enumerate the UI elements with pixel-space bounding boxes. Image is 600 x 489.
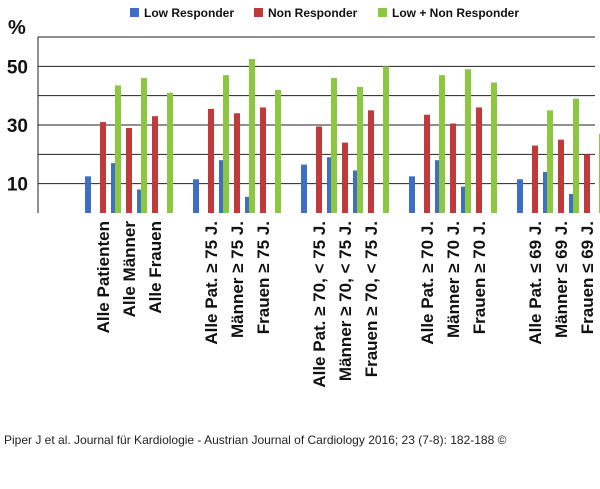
x-tick-label: Frauen ≤ 69 J. (578, 221, 597, 334)
bar (461, 186, 467, 213)
bar (543, 171, 549, 213)
x-tick-label: Alle Pat. ≥ 75 J. (202, 221, 221, 345)
bars (85, 59, 600, 214)
bar (409, 176, 415, 213)
y-axis-ticks: 10 30 50 (7, 57, 28, 195)
bar (558, 139, 564, 213)
legend: Low Responder Non Responder Low + Non Resp… (130, 6, 519, 20)
x-tick-label: Frauen ≥ 70 J. (470, 221, 489, 334)
x-tick-label: Männer ≥ 70 J. (444, 221, 463, 338)
legend-swatch (378, 8, 387, 17)
bar (234, 113, 240, 213)
bar (517, 179, 523, 213)
bar (450, 123, 456, 213)
x-tick-label: Alle Pat. ≥ 70 J. (418, 221, 437, 345)
x-axis-labels: Alle Patienten Alle Männer Alle Frauen Alle… (94, 221, 597, 388)
bar (249, 59, 255, 213)
bar (465, 69, 471, 214)
bar (491, 82, 497, 213)
bar (219, 160, 225, 213)
x-tick-label: Alle Pat. ≤ 69 J. (526, 221, 545, 345)
bar (316, 126, 322, 213)
x-tick-label: Männer ≥ 75 J. (228, 221, 247, 338)
bar-chart: Low Responder Non Responder Low + Non Resp… (7, 6, 600, 388)
x-tick-label: Alle Männer (120, 221, 139, 318)
bar (137, 189, 143, 213)
bar (245, 196, 251, 213)
y-tick-label: 50 (7, 57, 28, 78)
bar (85, 176, 91, 213)
y-axis-unit-label: % (8, 17, 26, 39)
x-tick-label: Alle Pat. ≥ 70, < 75 J. (310, 221, 329, 388)
legend-label: Low Responder (144, 6, 234, 20)
bar (327, 157, 333, 213)
bar (435, 160, 441, 213)
bar (547, 110, 553, 213)
x-tick-label: Männer ≤ 69 J. (552, 221, 571, 338)
bar (424, 114, 430, 213)
x-tick-label: Alle Patienten (94, 221, 113, 333)
bar (476, 107, 482, 213)
bar (584, 154, 590, 213)
bar (115, 85, 121, 213)
bar (331, 78, 337, 213)
legend-swatch (254, 8, 263, 17)
bar (275, 89, 281, 213)
legend-label: Non Responder (268, 6, 358, 20)
bar (573, 98, 579, 213)
bar (193, 179, 199, 213)
bar (208, 108, 214, 213)
source-credit: Piper J et al. Journal für Kardiologie -… (4, 433, 507, 447)
bar (260, 107, 266, 213)
bar (357, 86, 363, 213)
bar (383, 66, 389, 213)
bar (111, 163, 117, 213)
y-tick-label: 10 (7, 175, 28, 196)
bar (342, 142, 348, 213)
x-tick-label: Männer ≥ 70, < 75 J. (336, 221, 355, 381)
bar (223, 75, 229, 213)
bar (532, 145, 538, 213)
bar (353, 170, 359, 213)
legend-label: Low + Non Responder (392, 6, 519, 20)
bar (100, 122, 106, 213)
bar (167, 92, 173, 213)
legend-swatch (130, 8, 139, 17)
x-tick-label: Alle Frauen (146, 221, 165, 314)
bar (152, 116, 158, 213)
bar (301, 164, 307, 213)
bar (141, 78, 147, 213)
y-tick-label: 30 (7, 116, 28, 137)
x-tick-label: Frauen ≥ 70, < 75 J. (362, 221, 381, 377)
bar (439, 75, 445, 213)
bar (126, 127, 132, 213)
bar (569, 193, 575, 213)
bar (368, 110, 374, 213)
x-tick-label: Frauen ≥ 75 J. (254, 221, 273, 334)
